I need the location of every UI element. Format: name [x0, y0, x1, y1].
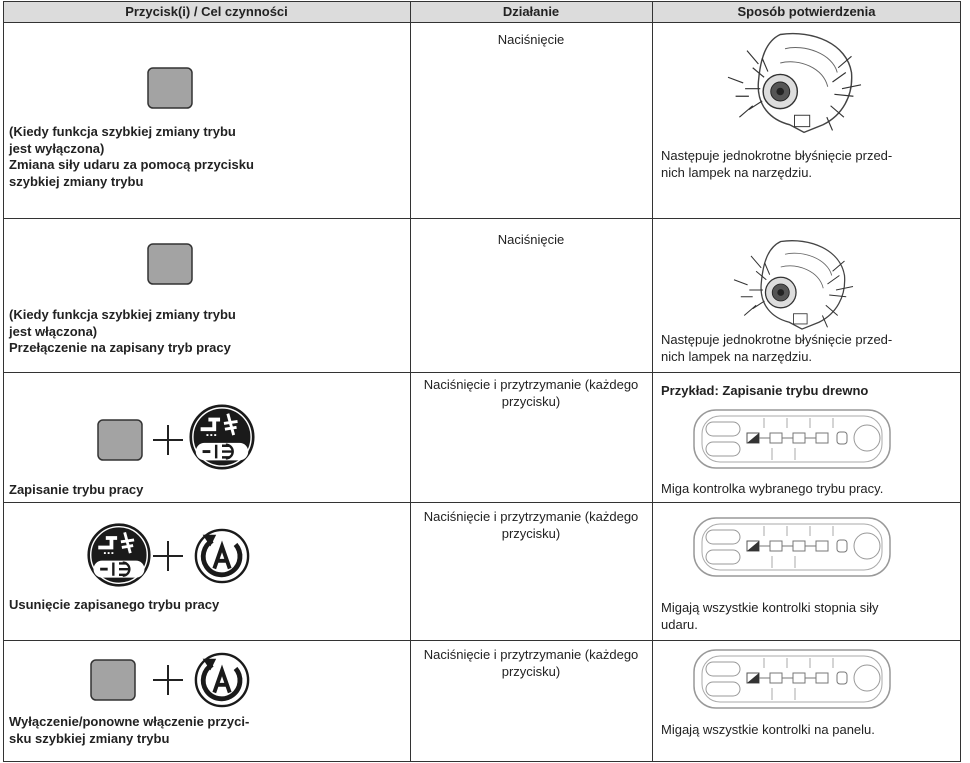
- quick-mode-button: [147, 243, 193, 285]
- rule: [3, 22, 961, 23]
- rule: [3, 372, 961, 373]
- text-line: sku szybkiej zmiany trybu: [9, 730, 170, 746]
- confirmation-text: Migają wszystkie kontrolki stopnia siły u…: [661, 600, 878, 633]
- text-line: jest wyłączona): [9, 140, 105, 156]
- text-line: Wyłączenie/ponowne włączenie przyci-: [9, 714, 250, 729]
- text-line: Następuje jednokrotne błyśnięcie przed-: [661, 332, 893, 347]
- text-line: Usunięcie zapisanego trybu pracy: [9, 597, 220, 612]
- text-line: Migają wszystkie kontrolki na panelu.: [661, 722, 875, 737]
- plus: [153, 665, 183, 695]
- confirmation-text: Migają wszystkie kontrolki na panelu.: [661, 722, 875, 739]
- quick-mode-button: [97, 419, 143, 461]
- a-button: [193, 651, 251, 709]
- text-line: nich lampek na narzędziu.: [661, 348, 813, 364]
- text-line: Zmiana siły udaru za pomocą przycisku: [9, 157, 254, 172]
- rule: [3, 218, 961, 219]
- header-cell: Działanie: [502, 4, 560, 19]
- text-line: Naciśnięcie: [497, 32, 565, 47]
- tool-lights: [690, 28, 880, 136]
- action-text: Naciśnięcie: [410, 232, 652, 249]
- mode-button: [86, 522, 152, 588]
- text-line: udaru.: [661, 616, 698, 632]
- text-line: nich lampek na narzędziu.: [661, 164, 813, 180]
- quick-mode-button: [147, 67, 193, 109]
- quick-mode-button: [90, 659, 136, 701]
- text-line: przycisku): [501, 663, 561, 679]
- text-line: (Kiedy funkcja szybkiej zmiany trybu: [9, 307, 236, 322]
- action-text: Naciśnięcie i przytrzymanie (każdego przy…: [410, 647, 652, 680]
- panel: [692, 648, 892, 710]
- rule: [3, 1, 961, 2]
- rule: [960, 1, 961, 762]
- text-line: jest włączona): [9, 323, 98, 339]
- text-line: Miga kontrolka wybranego trybu pracy.: [661, 481, 884, 496]
- action-text: Naciśnięcie i przytrzymanie (każdego przy…: [410, 509, 652, 542]
- confirmation-text: Miga kontrolka wybranego trybu pracy.: [661, 481, 883, 498]
- confirmation-text: Następuje jednokrotne błyśnięcie przed-n…: [661, 332, 892, 365]
- rule: [410, 1, 411, 762]
- text-line: Zapisanie trybu pracy: [9, 482, 144, 497]
- header-cell: Przycisk(i) / Cel czynności: [125, 4, 288, 19]
- target-text: (Kiedy funkcja szybkiej zmiany trybu jest…: [9, 124, 254, 190]
- tool-lights: [700, 236, 870, 332]
- action-text: Naciśnięcie: [410, 32, 652, 49]
- target-text: (Kiedy funkcja szybkiej zmiany trybu jest…: [9, 307, 236, 357]
- target-text: Wyłączenie/ponowne włączenie przyci-sku …: [9, 714, 249, 747]
- rule: [3, 1, 4, 762]
- text-line: Naciśnięcie i przytrzymanie (każdego: [423, 377, 639, 392]
- rule: [3, 640, 961, 641]
- rule: [3, 761, 961, 762]
- text-line: przycisku): [501, 393, 561, 409]
- panel: [692, 408, 892, 470]
- text-line: Naciśnięcie: [497, 232, 565, 247]
- text-line: Naciśnięcie i przytrzymanie (każdego: [423, 509, 639, 524]
- target-text: Usunięcie zapisanego trybu pracy: [9, 597, 219, 614]
- text-line: przycisku): [501, 525, 561, 541]
- action-text: Naciśnięcie i przytrzymanie (każdego przy…: [410, 377, 652, 410]
- a-button: [193, 527, 251, 585]
- rule: [3, 502, 961, 503]
- mode-button: [188, 403, 256, 471]
- target-text: Zapisanie trybu pracy: [9, 482, 143, 499]
- text-line: Następuje jednokrotne błyśnięcie przed-: [661, 148, 893, 163]
- text-line: Naciśnięcie i przytrzymanie (każdego: [423, 647, 639, 662]
- plus: [153, 425, 183, 455]
- header-cell: Sposób potwierdzenia: [737, 4, 876, 19]
- text-line: Migają wszystkie kontrolki stopnia siły: [661, 600, 879, 615]
- panel: [692, 516, 892, 578]
- confirmation-text: Następuje jednokrotne błyśnięcie przed-n…: [661, 148, 892, 181]
- rule: [652, 1, 653, 762]
- header-bg: [3, 1, 961, 22]
- text-line: szybkiej zmiany trybu: [9, 173, 144, 189]
- plus: [153, 541, 183, 571]
- text-line: (Kiedy funkcja szybkiej zmiany trybu: [9, 124, 236, 139]
- text-line: Przełączenie na zapisany tryb pracy: [9, 340, 231, 355]
- example-label: Przykład: Zapisanie trybu drewno: [661, 383, 869, 398]
